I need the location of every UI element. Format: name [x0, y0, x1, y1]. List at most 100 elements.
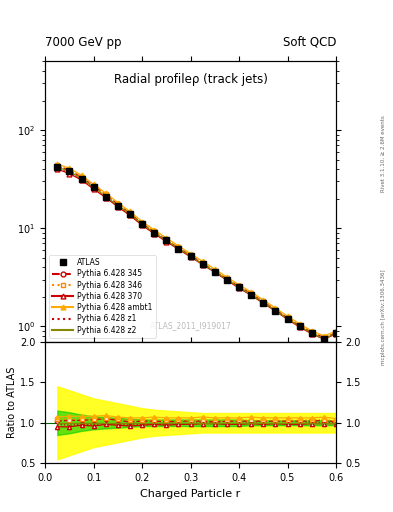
Pythia 6.428 z2 [91, 184, 96, 190]
Pythia 6.428 345 [55, 163, 60, 169]
X-axis label: Charged Particle r: Charged Particle r [140, 488, 241, 499]
ATLAS [200, 261, 205, 267]
Pythia 6.428 370 [273, 308, 278, 314]
Pythia 6.428 346 [79, 174, 84, 180]
ATLAS [213, 269, 217, 275]
Pythia 6.428 z2 [298, 323, 302, 329]
Pythia 6.428 345 [225, 276, 230, 282]
Pythia 6.428 345 [213, 268, 217, 274]
Pythia 6.428 ambt1 [67, 165, 72, 171]
Pythia 6.428 370 [213, 269, 217, 275]
Pythia 6.428 z1 [103, 194, 108, 200]
Pythia 6.428 z2 [321, 335, 326, 342]
Text: Radial profileρ (track jets): Radial profileρ (track jets) [114, 73, 268, 86]
Pythia 6.428 346 [285, 314, 290, 321]
Pythia 6.428 ambt1 [103, 190, 108, 196]
Line: Pythia 6.428 z2: Pythia 6.428 z2 [57, 167, 336, 338]
Pythia 6.428 ambt1 [200, 258, 205, 264]
ATLAS [261, 300, 266, 306]
Pythia 6.428 345 [140, 220, 145, 226]
ATLAS [225, 276, 230, 283]
Pythia 6.428 ambt1 [249, 289, 253, 295]
Pythia 6.428 346 [152, 228, 156, 234]
ATLAS [249, 292, 253, 298]
Pythia 6.428 346 [261, 298, 266, 304]
Line: Pythia 6.428 346: Pythia 6.428 346 [55, 163, 338, 339]
Pythia 6.428 370 [55, 166, 60, 172]
Pythia 6.428 345 [103, 191, 108, 198]
Pythia 6.428 345 [79, 174, 84, 180]
Line: Pythia 6.428 ambt1: Pythia 6.428 ambt1 [55, 162, 338, 338]
Pythia 6.428 ambt1 [55, 161, 60, 167]
Pythia 6.428 370 [309, 331, 314, 337]
Text: Rivet 3.1.10, ≥ 2.6M events: Rivet 3.1.10, ≥ 2.6M events [381, 115, 386, 192]
Pythia 6.428 346 [273, 306, 278, 312]
ATLAS [334, 330, 338, 336]
Pythia 6.428 z1 [321, 335, 326, 342]
ATLAS [321, 335, 326, 342]
Pythia 6.428 z1 [176, 246, 181, 252]
Line: ATLAS: ATLAS [55, 164, 339, 342]
Line: Pythia 6.428 z1: Pythia 6.428 z1 [57, 168, 336, 338]
Pythia 6.428 345 [152, 229, 156, 235]
Pythia 6.428 z2 [116, 203, 120, 209]
Pythia 6.428 346 [55, 162, 60, 168]
Pythia 6.428 346 [188, 252, 193, 258]
Pythia 6.428 346 [321, 334, 326, 340]
Pythia 6.428 345 [128, 210, 132, 217]
Pythia 6.428 370 [200, 262, 205, 268]
Pythia 6.428 z2 [200, 261, 205, 267]
Pythia 6.428 z1 [79, 176, 84, 182]
Pythia 6.428 ambt1 [79, 173, 84, 179]
Pythia 6.428 ambt1 [237, 282, 241, 288]
Pythia 6.428 370 [188, 254, 193, 260]
Pythia 6.428 370 [285, 316, 290, 323]
ATLAS [103, 194, 108, 200]
Pythia 6.428 z1 [237, 285, 241, 291]
Pythia 6.428 370 [249, 292, 253, 298]
Pythia 6.428 345 [334, 330, 338, 336]
Pythia 6.428 345 [67, 167, 72, 173]
Pythia 6.428 345 [116, 201, 120, 207]
Pythia 6.428 z2 [188, 253, 193, 259]
ATLAS [67, 168, 72, 175]
Pythia 6.428 z1 [334, 330, 338, 336]
Pythia 6.428 z1 [309, 330, 314, 336]
Line: Pythia 6.428 370: Pythia 6.428 370 [55, 167, 338, 342]
Pythia 6.428 z1 [200, 261, 205, 267]
Pythia 6.428 370 [67, 170, 72, 177]
Pythia 6.428 370 [237, 285, 241, 291]
Pythia 6.428 z2 [152, 229, 156, 236]
Pythia 6.428 346 [164, 236, 169, 242]
Pythia 6.428 ambt1 [285, 313, 290, 319]
Pythia 6.428 z2 [261, 300, 266, 306]
Pythia 6.428 ambt1 [91, 181, 96, 187]
ATLAS [309, 330, 314, 336]
Pythia 6.428 z2 [103, 194, 108, 200]
Line: Pythia 6.428 345: Pythia 6.428 345 [55, 164, 338, 340]
Pythia 6.428 z2 [273, 307, 278, 313]
Pythia 6.428 z1 [225, 277, 230, 283]
Pythia 6.428 370 [79, 177, 84, 183]
Pythia 6.428 z2 [176, 246, 181, 252]
Pythia 6.428 z1 [213, 269, 217, 275]
Pythia 6.428 z1 [249, 292, 253, 298]
Pythia 6.428 346 [249, 290, 253, 296]
Pythia 6.428 370 [321, 336, 326, 342]
Pythia 6.428 ambt1 [334, 328, 338, 334]
Pythia 6.428 346 [309, 329, 314, 335]
Pythia 6.428 z1 [261, 300, 266, 306]
ATLAS [152, 229, 156, 236]
Pythia 6.428 z1 [273, 308, 278, 314]
ATLAS [116, 203, 120, 209]
Pythia 6.428 z2 [79, 176, 84, 182]
ATLAS [176, 246, 181, 252]
Pythia 6.428 ambt1 [213, 266, 217, 272]
Pythia 6.428 346 [91, 182, 96, 188]
Pythia 6.428 z2 [164, 238, 169, 244]
Pythia 6.428 ambt1 [273, 305, 278, 311]
Pythia 6.428 345 [200, 260, 205, 266]
Pythia 6.428 345 [273, 307, 278, 313]
Pythia 6.428 346 [67, 166, 72, 173]
Pythia 6.428 z1 [140, 222, 145, 228]
